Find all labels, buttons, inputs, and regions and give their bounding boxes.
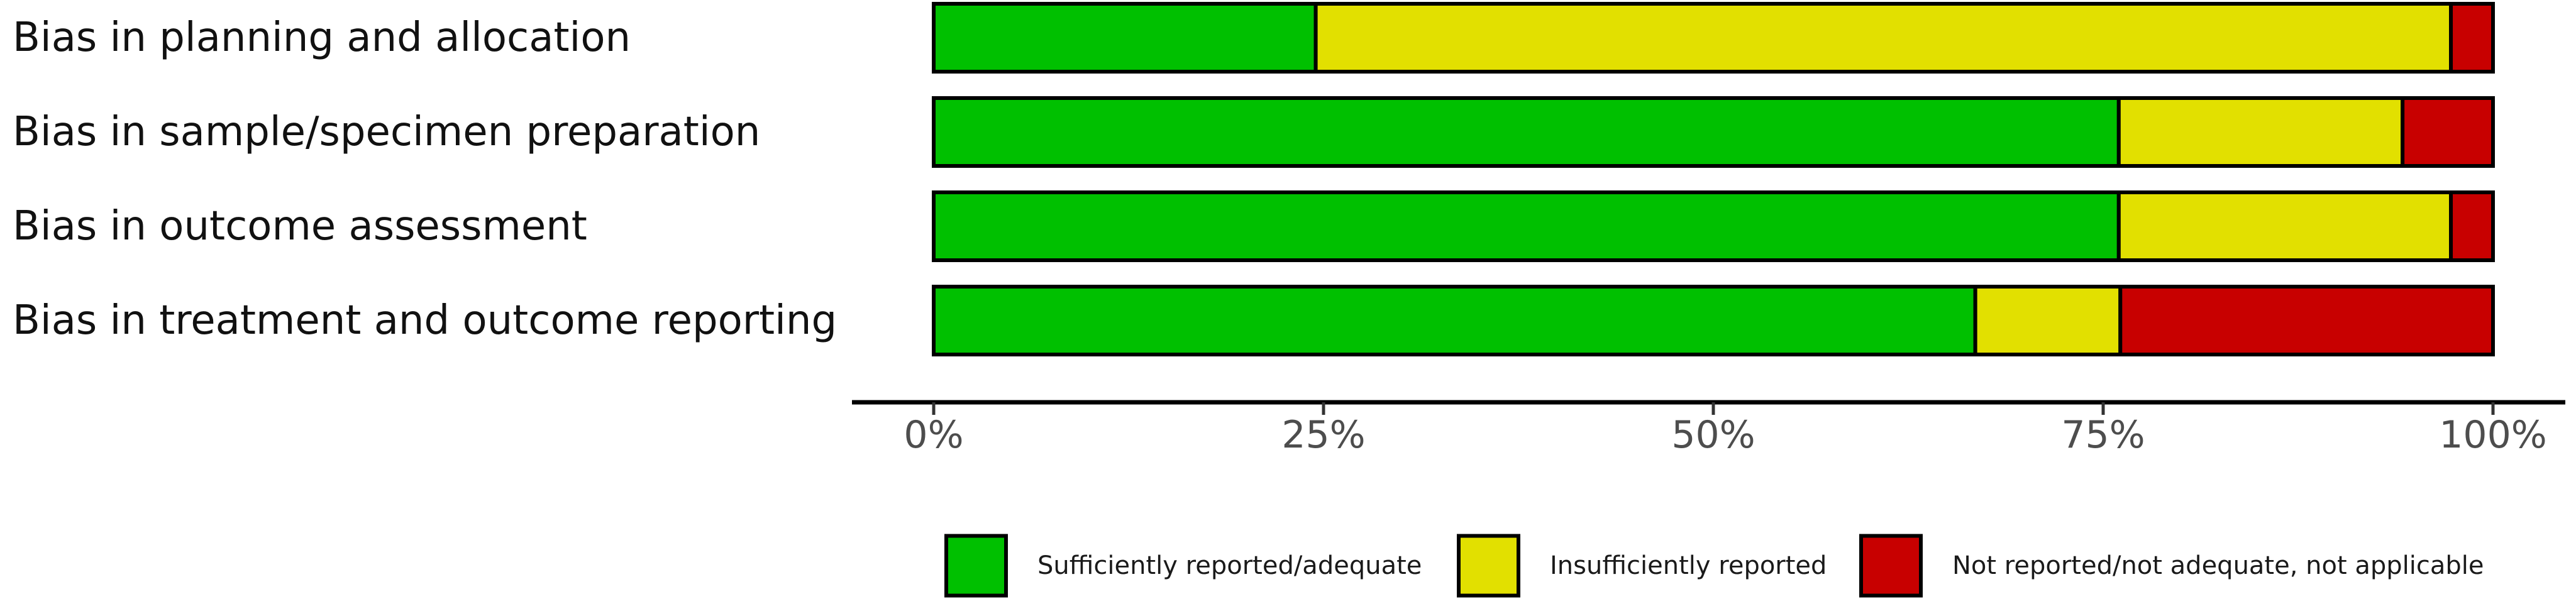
bar-segment-not-reported-not-adequate-not-applicable [2449,190,2496,262]
category-label-bias-in-treatment-and-outcome-reporting: Bias in treatment and outcome reporting [13,297,837,344]
x-tick-label: 50% [1671,413,1755,457]
legend-label: Insufficiently reported [1550,551,1827,580]
bar-segment-sufficiently-reported-adequate [932,96,2121,168]
x-tick-label: 100% [2439,413,2547,457]
bar-row-bias-in-sample-specimen-preparation [932,96,2495,168]
legend-swatch [1457,534,1520,598]
bar-segment-not-reported-not-adequate-not-applicable [2449,2,2496,74]
bar-segment-insufficiently-reported [2116,96,2405,168]
legend-item-insufficiently-reported: Insufficiently reported [1457,534,1827,598]
category-label-bias-in-planning-and-allocation: Bias in planning and allocation [13,14,631,61]
bar-row-bias-in-treatment-and-outcome-reporting [932,285,2495,356]
bar-segment-sufficiently-reported-adequate [932,285,1977,356]
bar-segment-insufficiently-reported [2116,190,2453,262]
legend: Sufficiently reported/adequate Insufficie… [944,534,2484,598]
bar-row-bias-in-outcome-assessment [932,190,2496,262]
legend-item-not-reported-not-adequate-not-applicable: Not reported/not adequate, not applicabl… [1859,534,2484,598]
legend-swatch [944,534,1008,598]
bar-segment-not-reported-not-adequate-not-applicable [2118,285,2495,356]
bars [932,2,2496,356]
bar-segment-insufficiently-reported [1973,285,2123,356]
legend-item-sufficiently-reported-adequate: Sufficiently reported/adequate [944,534,1422,598]
bar-segment-insufficiently-reported [1313,2,2453,74]
category-label-bias-in-outcome-assessment: Bias in outcome assessment [13,203,587,250]
legend-swatch [1859,534,1923,598]
category-label-bias-in-sample-specimen-preparation: Bias in sample/specimen preparation [13,109,760,155]
x-axis: 0% 25% 50% 75% 100% [852,400,2565,457]
bar-segment-sufficiently-reported-adequate [932,2,1318,74]
legend-label: Sufficiently reported/adequate [1037,551,1422,580]
bar-segment-not-reported-not-adequate-not-applicable [2401,96,2495,168]
x-tick-label: 0% [904,413,963,457]
category-labels: Bias in planning and allocation Bias in s… [13,14,837,344]
x-tick-label: 75% [2061,413,2145,457]
bar-row-bias-in-planning-and-allocation [932,2,2496,74]
bar-segment-sufficiently-reported-adequate [932,190,2121,262]
legend-label: Not reported/not adequate, not applicabl… [1952,551,2484,580]
x-tick-label: 25% [1281,413,1365,457]
